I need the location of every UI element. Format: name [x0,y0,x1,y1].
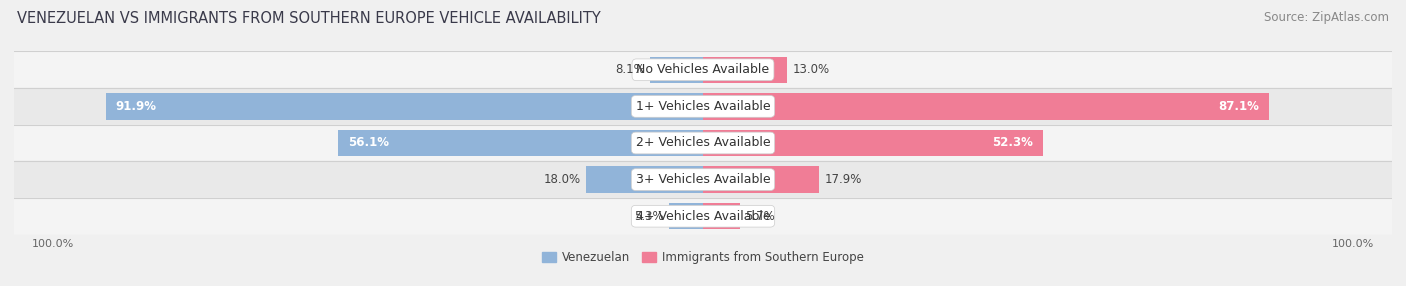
Text: No Vehicles Available: No Vehicles Available [637,63,769,76]
Text: 1+ Vehicles Available: 1+ Vehicles Available [636,100,770,113]
Text: 5.7%: 5.7% [745,210,775,223]
Text: 2+ Vehicles Available: 2+ Vehicles Available [636,136,770,150]
Legend: Venezuelan, Immigrants from Southern Europe: Venezuelan, Immigrants from Southern Eur… [537,247,869,269]
Bar [703,93,1270,120]
Bar [339,130,703,156]
Text: 8.1%: 8.1% [616,63,645,76]
Text: 91.9%: 91.9% [115,100,156,113]
Text: 3+ Vehicles Available: 3+ Vehicles Available [636,173,770,186]
Bar [703,166,820,193]
Text: VENEZUELAN VS IMMIGRANTS FROM SOUTHERN EUROPE VEHICLE AVAILABILITY: VENEZUELAN VS IMMIGRANTS FROM SOUTHERN E… [17,11,600,26]
Bar [14,88,1392,125]
Bar [586,166,703,193]
Text: 87.1%: 87.1% [1219,100,1260,113]
Text: 52.3%: 52.3% [993,136,1033,150]
Bar [14,198,1392,235]
Text: 5.3%: 5.3% [634,210,664,223]
Text: 18.0%: 18.0% [544,173,581,186]
Bar [105,93,703,120]
Text: Source: ZipAtlas.com: Source: ZipAtlas.com [1264,11,1389,24]
Bar [703,203,740,229]
Text: 13.0%: 13.0% [793,63,830,76]
Bar [651,57,703,83]
Text: 17.9%: 17.9% [824,173,862,186]
Text: 4+ Vehicles Available: 4+ Vehicles Available [636,210,770,223]
Bar [14,125,1392,161]
Text: 56.1%: 56.1% [349,136,389,150]
Bar [703,130,1043,156]
Bar [703,57,787,83]
Bar [14,161,1392,198]
Bar [14,51,1392,88]
Bar [669,203,703,229]
